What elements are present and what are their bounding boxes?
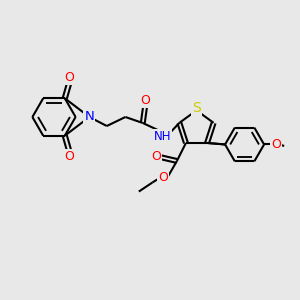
Text: O: O xyxy=(64,150,74,163)
Text: O: O xyxy=(151,150,161,163)
Text: O: O xyxy=(158,171,168,184)
Text: NH: NH xyxy=(154,130,171,143)
Text: S: S xyxy=(192,101,201,115)
Text: O: O xyxy=(140,94,150,107)
Text: O: O xyxy=(64,71,74,84)
Text: N: N xyxy=(85,110,94,124)
Text: O: O xyxy=(271,138,281,151)
